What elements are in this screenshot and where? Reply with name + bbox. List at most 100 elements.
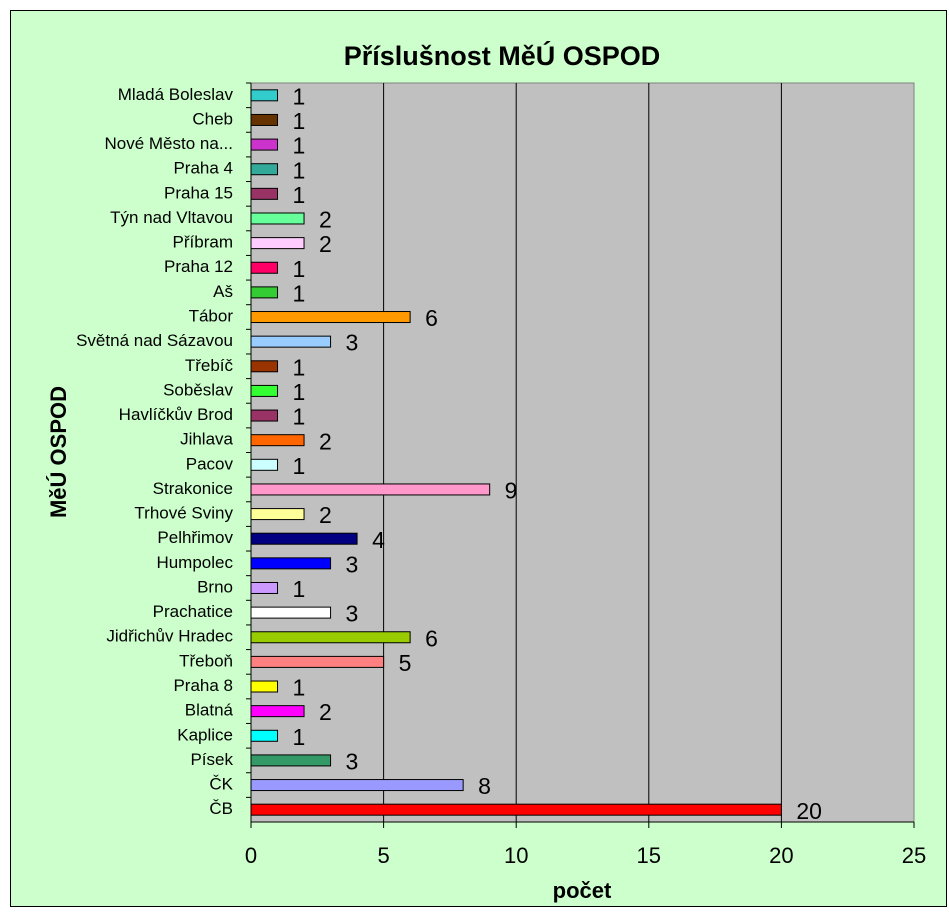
data-label: 1 [293, 379, 306, 405]
y-tick-label: Týn nad Vltavou [110, 208, 233, 227]
bar [250, 705, 305, 718]
y-tick-label: ČB [209, 799, 233, 818]
data-label: 1 [293, 404, 306, 430]
y-tick-label: Praha 15 [164, 183, 233, 202]
bar [250, 286, 279, 299]
bar [250, 803, 782, 816]
data-label: 2 [319, 699, 332, 725]
y-axis-label: MěÚ OSPOD [46, 386, 71, 518]
bar [250, 655, 385, 668]
data-label: 8 [478, 773, 491, 799]
bar [250, 335, 332, 348]
bar [250, 89, 279, 102]
bar [250, 680, 279, 693]
data-label: 1 [293, 724, 306, 750]
bar [250, 557, 332, 570]
y-tick-label: Strakonice [153, 479, 233, 498]
data-label: 3 [346, 601, 359, 627]
y-tick-label: Havlíčkův Brod [119, 405, 233, 424]
x-tick-label: 25 [902, 843, 926, 868]
bar [250, 360, 279, 373]
y-tick-label: Třeboň [179, 651, 233, 670]
y-tick-label: Písek [190, 750, 233, 769]
data-label: 6 [425, 625, 438, 651]
y-tick-label: Brno [197, 577, 233, 596]
y-tick-label: Třebíč [185, 356, 234, 375]
data-label: 3 [346, 748, 359, 774]
y-tick-label: Soběslav [163, 380, 233, 399]
data-label: 1 [293, 182, 306, 208]
data-label: 2 [319, 502, 332, 528]
y-tick-label: Jihlava [180, 430, 233, 449]
bar [250, 581, 279, 594]
y-tick-label: Příbram [173, 233, 233, 252]
bar [250, 779, 464, 792]
bar [250, 508, 305, 521]
y-tick-label: Praha 4 [173, 159, 233, 178]
bar [250, 237, 305, 250]
bar [250, 138, 279, 151]
data-label: 1 [293, 256, 306, 282]
bar [250, 384, 279, 397]
data-label: 4 [372, 527, 385, 553]
bar [250, 163, 279, 176]
data-label: 1 [293, 280, 306, 306]
y-tick-label: Mladá Boleslav [118, 85, 234, 104]
data-label: 1 [293, 453, 306, 479]
x-tick-label: 20 [769, 843, 793, 868]
x-tick-label: 0 [245, 843, 257, 868]
data-label: 2 [319, 207, 332, 233]
bar [250, 311, 411, 324]
y-tick-label: Praha 8 [173, 676, 233, 695]
y-tick-label: Pacov [186, 454, 234, 473]
y-tick-label: Tábor [189, 307, 234, 326]
y-tick-label: Kaplice [177, 725, 233, 744]
data-label: 3 [346, 551, 359, 577]
x-axis-label: počet [553, 878, 612, 903]
data-label: 1 [293, 354, 306, 380]
y-tick-label: Trhové Sviny [134, 504, 233, 523]
bar [250, 532, 358, 545]
bar [250, 458, 279, 471]
y-tick-label: ČK [209, 775, 233, 794]
y-tick-label: Světná nad Sázavou [76, 331, 233, 350]
data-label: 2 [319, 428, 332, 454]
data-label: 1 [293, 108, 306, 134]
bar [250, 631, 411, 644]
data-label: 1 [293, 157, 306, 183]
data-label: 2 [319, 231, 332, 257]
x-tick-label: 15 [637, 843, 661, 868]
data-label: 1 [293, 83, 306, 109]
y-tick-label: Humpolec [156, 553, 233, 572]
y-tick-label: Prachatice [153, 602, 233, 621]
chart-title: Příslušnost MěÚ OSPOD [344, 40, 661, 71]
bar [250, 606, 332, 619]
y-tick-label: Pelhřimov [157, 528, 233, 547]
bar [250, 483, 491, 496]
bar [250, 113, 279, 126]
data-label: 5 [399, 650, 412, 676]
bar [250, 754, 332, 767]
y-tick-label: Cheb [192, 109, 233, 128]
plot-area [250, 82, 915, 823]
bar [250, 187, 279, 200]
y-tick-label: Blatná [185, 701, 234, 720]
data-label: 1 [293, 133, 306, 159]
x-tick-label: 10 [504, 843, 528, 868]
bar [250, 261, 279, 274]
data-label: 1 [293, 576, 306, 602]
data-label: 3 [346, 330, 359, 356]
y-tick-label: Aš [213, 282, 233, 301]
bar [250, 212, 305, 225]
y-tick-label: Jidřichův Hradec [106, 627, 233, 646]
bar [250, 409, 279, 422]
bar [250, 729, 279, 742]
data-label: 20 [796, 798, 822, 824]
data-label: 1 [293, 675, 306, 701]
data-label: 6 [425, 305, 438, 331]
x-tick-label: 5 [377, 843, 389, 868]
bar [250, 434, 305, 447]
y-tick-label: Praha 12 [164, 257, 233, 276]
y-tick-label: Nové Město na... [104, 134, 233, 153]
